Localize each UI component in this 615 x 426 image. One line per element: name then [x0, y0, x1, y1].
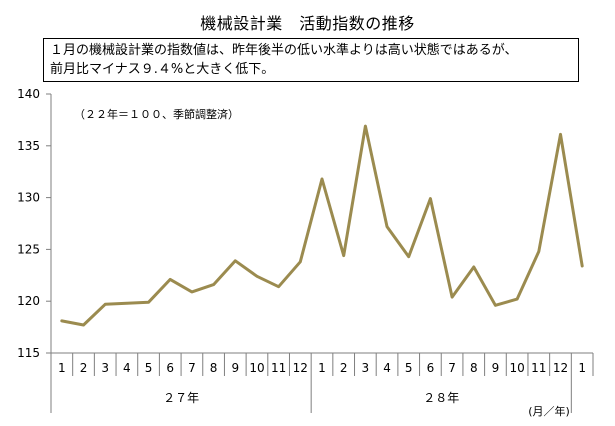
data-point [212, 283, 215, 286]
x-tick-label: 4 [383, 361, 391, 375]
data-point [580, 264, 584, 268]
year-group-label: ２７年 [163, 391, 199, 405]
data-point [385, 225, 389, 228]
y-tick-label: 135 [17, 139, 40, 153]
x-tick-label: 12 [553, 361, 568, 375]
data-point [125, 302, 129, 305]
chart-title: 機械設計業 活動指数の推移 [200, 14, 415, 33]
x-tick-label: 1 [58, 361, 66, 375]
x-tick-label: 6 [427, 361, 435, 375]
data-point [147, 301, 150, 304]
x-tick-label: 10 [249, 361, 264, 375]
data-point [472, 265, 475, 269]
x-tick-label: 1 [578, 361, 586, 375]
x-tick-label: 9 [492, 361, 500, 375]
x-tick-label: 3 [362, 361, 370, 375]
data-point [169, 278, 172, 281]
x-tick-label: 9 [231, 361, 239, 375]
y-tick-label: 130 [17, 191, 40, 205]
year-group-label: ２８年 [423, 391, 459, 405]
x-tick-label: 2 [340, 361, 348, 375]
summary-note: １月の機械設計業の指数値は、昨年後半の低い水準よりは高い状態ではあるが、 前月比… [43, 38, 579, 82]
data-point [537, 250, 540, 253]
x-tick-label: 4 [123, 361, 131, 375]
x-tick-label: 5 [405, 361, 413, 375]
x-tick-label: 1 [318, 361, 326, 375]
summary-note-line-2: 前月比マイナス９.４%と大きく低下。 [50, 62, 275, 77]
x-tick-label: 8 [210, 361, 218, 375]
x-tick-label: 2 [80, 361, 88, 375]
data-point [407, 255, 410, 258]
data-point [104, 303, 107, 306]
data-point [255, 275, 259, 278]
y-axis: 115 120 125 130 135 140 [17, 87, 52, 360]
x-tick-label: 8 [470, 361, 478, 375]
y-tick-label: 140 [17, 87, 40, 101]
data-point [559, 133, 562, 136]
x-tick-label: 11 [531, 361, 546, 375]
chart-annotation: （２２年＝１００、季節調整済） [74, 107, 239, 121]
data-point [429, 197, 432, 200]
y-tick-label: 125 [17, 242, 40, 256]
data-point [342, 254, 345, 257]
data-point [190, 290, 194, 294]
x-tick-label: 5 [145, 361, 153, 375]
data-point [450, 295, 454, 299]
x-axis-unit-label: (月／年) [528, 404, 570, 418]
data-point [364, 124, 367, 128]
data-point [320, 177, 324, 181]
x-tick-label: 6 [166, 361, 174, 375]
x-tick-label: 3 [101, 361, 109, 375]
x-tick-label: 11 [271, 361, 286, 375]
y-tick-label: 120 [17, 294, 40, 308]
y-tick-label: 115 [17, 346, 40, 360]
x-tick-label: 7 [448, 361, 456, 375]
data-series [60, 124, 584, 327]
data-point [82, 323, 85, 327]
x-tick-label: 10 [509, 361, 524, 375]
series-line [60, 124, 584, 327]
x-tick-label: 12 [293, 361, 308, 375]
data-point [494, 304, 497, 307]
data-point [515, 297, 519, 301]
data-point [234, 259, 237, 262]
summary-note-line-1: １月の機械設計業の指数値は、昨年後半の低い水準よりは高い状態ではあるが、 [50, 43, 518, 58]
data-point [60, 319, 64, 323]
data-point [299, 260, 302, 264]
x-tick-label: 7 [188, 361, 196, 375]
data-point [277, 285, 280, 288]
